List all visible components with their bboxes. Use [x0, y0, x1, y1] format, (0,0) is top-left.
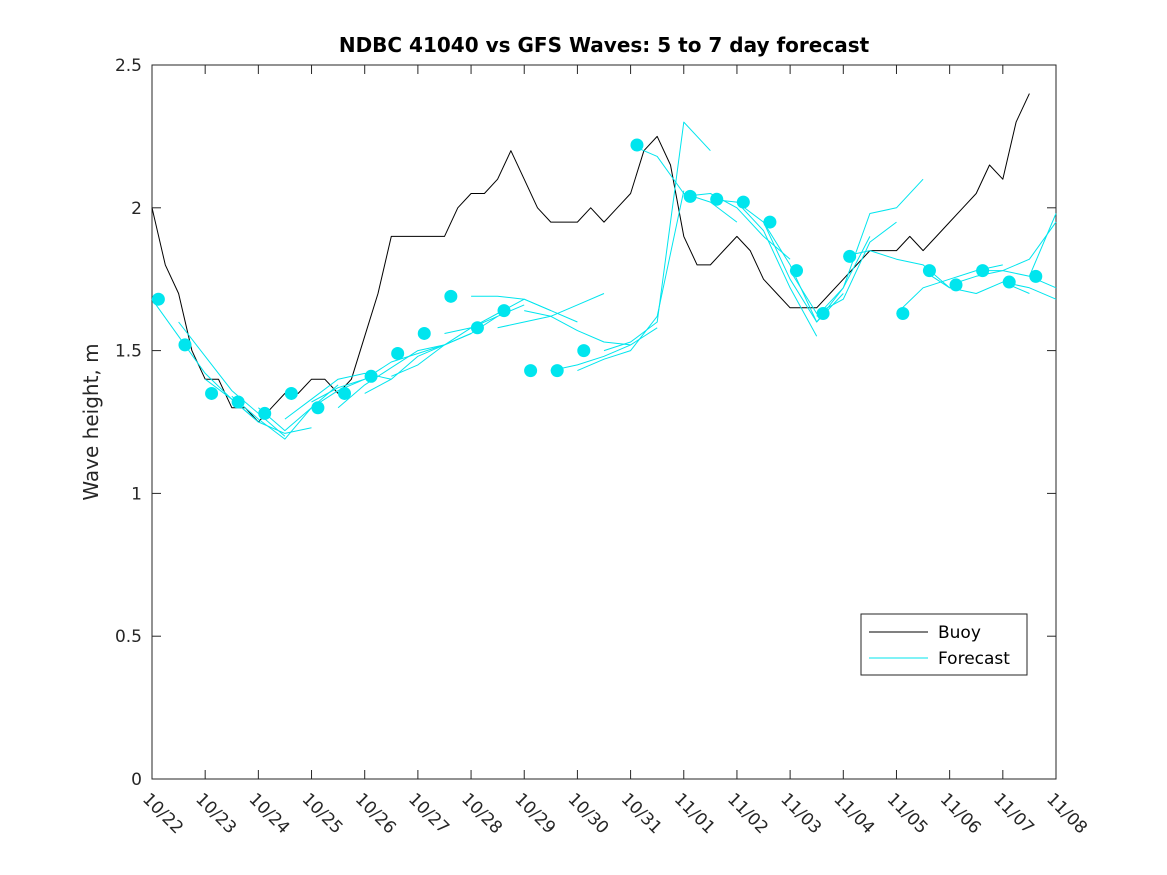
forecast-marker	[524, 364, 538, 378]
forecast-marker	[444, 289, 458, 303]
forecast-marker	[949, 278, 963, 292]
forecast-marker	[364, 369, 378, 383]
y-axis-label: Wave height, m	[79, 343, 103, 500]
forecast-marker	[178, 338, 192, 352]
forecast-series-line	[1028, 213, 1057, 277]
forecast-marker	[311, 401, 325, 415]
forecast-marker	[577, 344, 591, 358]
y-tick-label: 0	[131, 770, 142, 790]
forecast-marker	[976, 264, 990, 278]
forecast-marker	[710, 192, 724, 206]
forecast-series-line	[710, 198, 818, 337]
forecast-marker	[736, 195, 750, 209]
legend-forecast-label: Forecast	[938, 649, 1010, 669]
forecast-series-line	[231, 384, 339, 440]
y-tick-label: 1	[131, 484, 142, 504]
forecast-series-line	[763, 221, 871, 323]
forecast-marker	[1002, 275, 1016, 289]
forecast-marker	[922, 264, 936, 278]
forecast-marker	[1029, 269, 1043, 283]
forecast-marker	[205, 386, 219, 400]
forecast-marker	[630, 138, 644, 152]
forecast-series-line	[816, 178, 924, 317]
forecast-series-line	[178, 321, 286, 437]
forecast-marker	[896, 306, 910, 320]
buoy-series-line	[151, 93, 1030, 423]
forecast-series-line	[789, 221, 897, 314]
y-tick-label: 2.5	[115, 56, 142, 76]
forecast-marker	[763, 215, 777, 229]
y-axis: 0 0.5 1 1.5 2 2.5	[115, 56, 1056, 790]
forecast-marker	[497, 304, 511, 318]
legend-box	[860, 613, 1028, 676]
forecast-marker	[284, 386, 298, 400]
y-tick-label: 2	[131, 199, 142, 219]
forecast-series-line	[630, 144, 738, 223]
forecast-marker	[391, 346, 405, 360]
forecast-marker	[470, 321, 484, 335]
forecast-marker	[337, 386, 351, 400]
forecast-markers	[151, 138, 1043, 420]
forecast-marker	[550, 364, 564, 378]
forecast-series-line	[683, 193, 791, 260]
y-tick-label: 0.5	[115, 627, 142, 647]
forecast-series-line	[976, 270, 1057, 289]
forecast-series-line	[603, 121, 711, 352]
y-tick-label: 1.5	[115, 342, 142, 362]
forecast-series-line	[204, 378, 312, 434]
chart-title: NDBC 41040 vs GFS Waves: 5 to 7 day fore…	[339, 33, 870, 57]
forecast-series-line	[337, 344, 445, 409]
forecast-marker	[151, 292, 165, 306]
legend: Buoy Forecast	[860, 613, 1028, 676]
forecast-marker	[417, 326, 431, 340]
legend-buoy-label: Buoy	[938, 623, 981, 643]
forecast-series-line	[524, 310, 631, 346]
forecast-marker	[843, 249, 857, 263]
forecast-marker	[258, 406, 272, 420]
forecast-series-line	[577, 190, 685, 372]
forecast-marker	[683, 189, 697, 203]
forecast-marker	[789, 264, 803, 278]
forecast-series-line	[471, 295, 578, 323]
forecast-marker	[816, 306, 830, 320]
forecast-marker	[231, 395, 245, 409]
